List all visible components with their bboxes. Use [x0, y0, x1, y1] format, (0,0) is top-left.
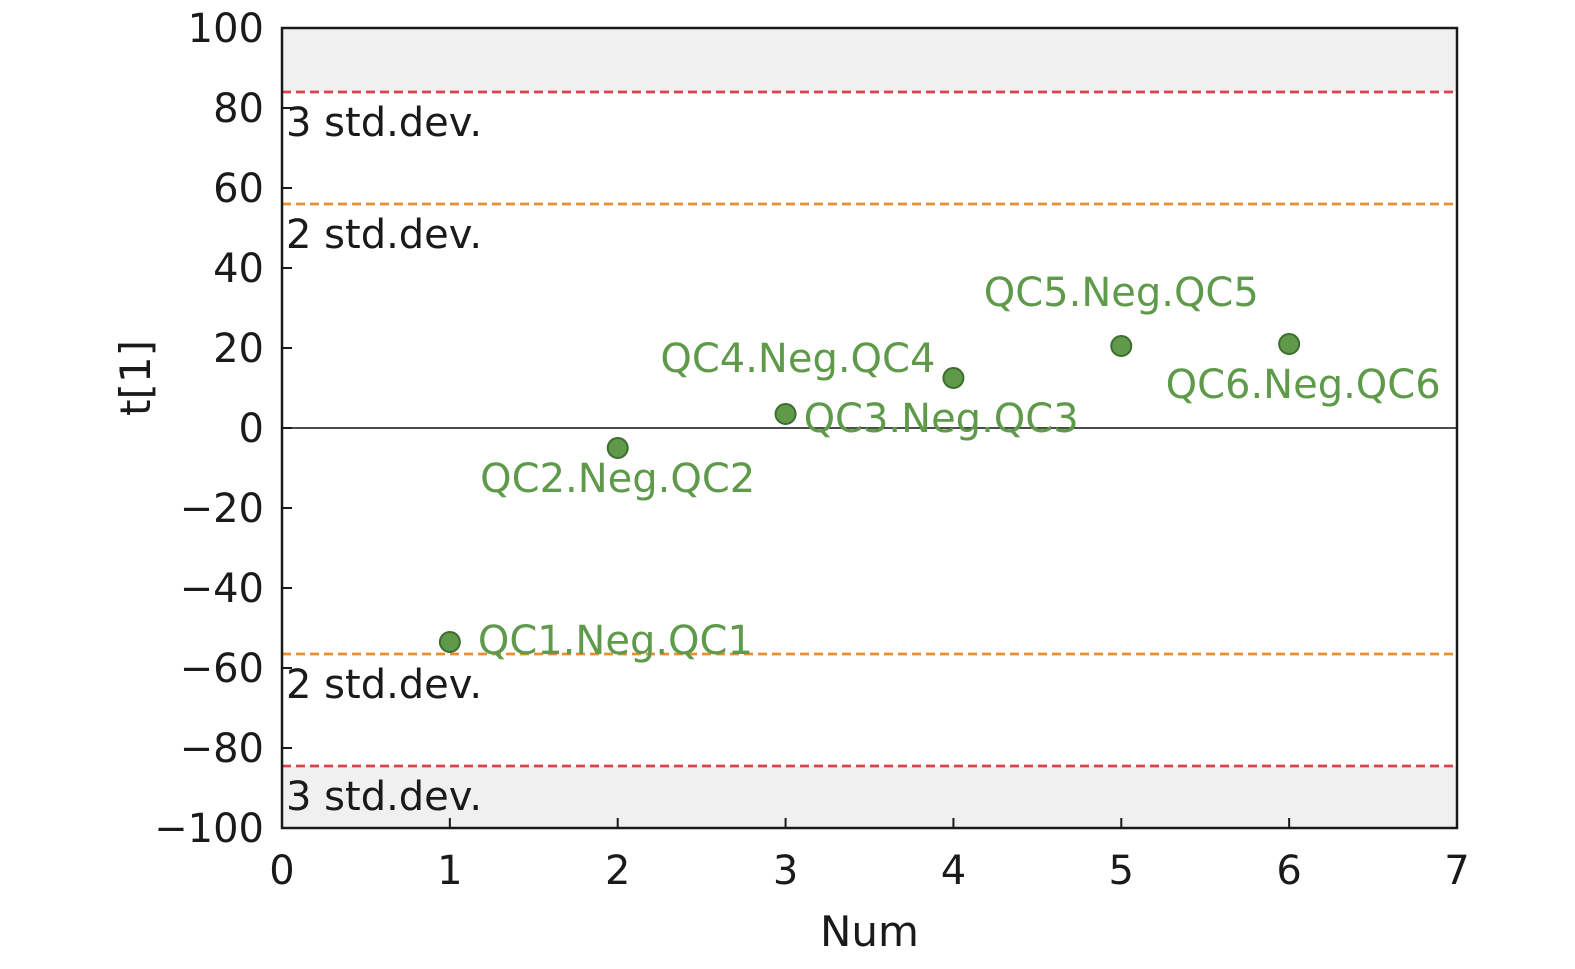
reference-lines [282, 90, 1457, 768]
data-point [774, 403, 797, 425]
y-tick-label: 100 [188, 6, 264, 52]
x-axis: 0 1 2 3 4 5 6 7 [269, 818, 1470, 894]
y-tick-label: −100 [154, 806, 264, 852]
y-axis: 100 80 60 40 20 0 −20 −40 −60 −80 −100 [154, 6, 292, 852]
y-tick-label: 20 [213, 326, 264, 372]
x-tick-label: 0 [269, 848, 294, 894]
band-labels: 3 std.dev. 2 std.dev. 2 std.dev. 3 std.dev. [286, 100, 482, 820]
data-points [438, 333, 1301, 653]
point-label: QC1.Neg.QC1 [478, 618, 753, 664]
point-labels: QC1.Neg.QC1 QC2.Neg.QC2 QC3.Neg.QC3 QC4.Neg… [478, 270, 1441, 664]
x-axis-title: Num [820, 907, 919, 956]
y-axis-title: t[1] [111, 340, 160, 416]
x-tick-label: 6 [1276, 848, 1301, 894]
point-label: QC6.Neg.QC6 [1166, 362, 1441, 408]
y-tick-label: 40 [213, 246, 264, 292]
std-dev-label: 3 std.dev. [286, 774, 482, 820]
std-dev-label: 2 std.dev. [286, 662, 482, 708]
outer-bands [282, 28, 1457, 828]
y-tick-label: −60 [180, 646, 264, 692]
data-point [606, 437, 629, 459]
x-tick-label: 4 [941, 848, 966, 894]
y-tick-label: −80 [180, 726, 264, 772]
x-tick-label: 3 [773, 848, 798, 894]
std-dev-label: 2 std.dev. [286, 212, 482, 258]
x-tick-label: 7 [1444, 848, 1469, 894]
y-tick-label: −40 [180, 566, 264, 612]
x-tick-label: 1 [437, 848, 462, 894]
point-label: QC5.Neg.QC5 [984, 270, 1259, 316]
data-point [942, 367, 965, 389]
data-point [1278, 333, 1301, 355]
y-tick-label: 80 [213, 86, 264, 132]
y-tick-label: 0 [239, 406, 264, 452]
lower-outer-band [282, 766, 1457, 828]
data-point [438, 631, 461, 653]
upper-outer-band [282, 28, 1457, 92]
x-tick-label: 5 [1109, 848, 1134, 894]
point-label: QC2.Neg.QC2 [480, 456, 755, 502]
point-label: QC4.Neg.QC4 [660, 336, 935, 382]
data-point [1110, 335, 1133, 357]
x-tick-label: 2 [605, 848, 630, 894]
point-label: QC3.Neg.QC3 [804, 396, 1079, 442]
y-tick-label: 60 [213, 166, 264, 212]
y-tick-label: −20 [180, 486, 264, 532]
std-dev-label: 3 std.dev. [286, 100, 482, 146]
